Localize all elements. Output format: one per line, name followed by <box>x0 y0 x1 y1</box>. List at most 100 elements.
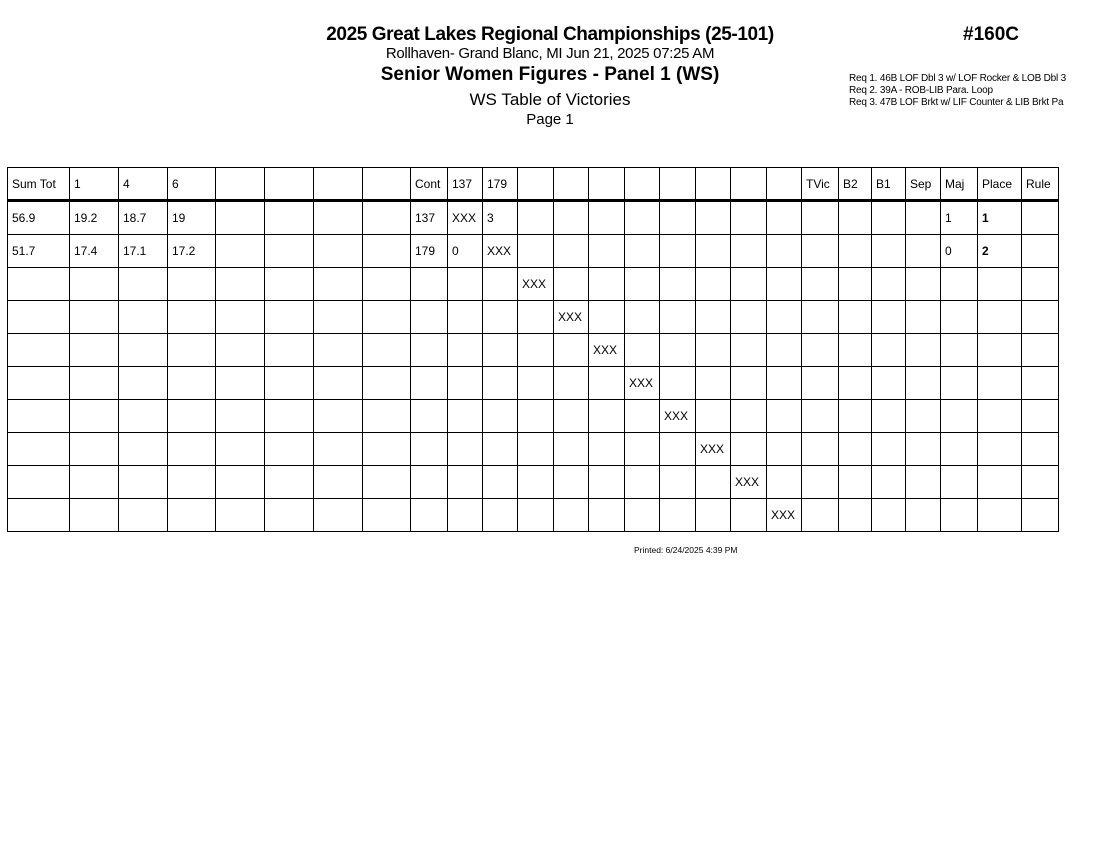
column-header: Rule <box>1021 167 1059 202</box>
table-row: XXX <box>7 465 1059 499</box>
table-cell <box>838 366 872 400</box>
table-cell <box>410 498 448 532</box>
table-cell <box>801 333 839 367</box>
table-cell <box>553 333 589 367</box>
table-cell <box>362 200 411 235</box>
table-cell: XXX <box>447 200 483 235</box>
table-cell <box>447 399 483 433</box>
table-cell: 0 <box>447 234 483 268</box>
table-cell <box>588 432 625 466</box>
table-cell: XXX <box>588 333 625 367</box>
table-cell <box>482 366 518 400</box>
column-header: 6 <box>167 167 216 202</box>
table-row: XXX <box>7 333 1059 367</box>
table-cell <box>624 399 660 433</box>
table-cell <box>1021 267 1059 301</box>
column-header <box>215 167 265 202</box>
table-cell <box>7 432 70 466</box>
table-cell <box>362 399 411 433</box>
table-cell <box>7 267 70 301</box>
table-cell <box>517 366 554 400</box>
column-header: B2 <box>838 167 872 202</box>
table-cell <box>730 267 767 301</box>
table-cell <box>977 300 1022 334</box>
table-cell <box>167 498 216 532</box>
table-cell <box>215 200 265 235</box>
column-header: Place <box>977 167 1022 202</box>
table-cell <box>69 432 119 466</box>
table-cell <box>940 498 978 532</box>
table-cell <box>905 267 941 301</box>
table-cell <box>517 399 554 433</box>
table-cell <box>940 267 978 301</box>
table-cell <box>766 399 802 433</box>
table-cell <box>1021 498 1059 532</box>
table-cell <box>801 498 839 532</box>
table-cell <box>313 465 363 499</box>
table-cell <box>624 267 660 301</box>
table-cell <box>517 200 554 235</box>
table-cell <box>695 234 731 268</box>
table-cell <box>553 432 589 466</box>
column-header <box>362 167 411 202</box>
requirement-1: Req 1. 46B LOF Dbl 3 w/ LOF Rocker & LOB… <box>849 73 1067 84</box>
table-cell: 3 <box>482 200 518 235</box>
table-cell <box>1021 300 1059 334</box>
table-cell <box>730 200 767 235</box>
table-cell <box>659 366 696 400</box>
table-cell <box>871 333 906 367</box>
table-cell <box>659 498 696 532</box>
table-cell <box>167 432 216 466</box>
table-row: XXX <box>7 399 1059 433</box>
table-cell <box>801 465 839 499</box>
column-header <box>553 167 589 202</box>
table-cell <box>118 333 168 367</box>
table-cell <box>624 200 660 235</box>
table-cell <box>695 200 731 235</box>
table-cell <box>624 432 660 466</box>
table-cell: 1 <box>977 200 1022 235</box>
table-cell <box>801 366 839 400</box>
table-cell <box>624 234 660 268</box>
table-cell <box>167 300 216 334</box>
table-cell <box>7 399 70 433</box>
table-cell <box>905 200 941 235</box>
table-cell <box>766 200 802 235</box>
table-cell <box>659 432 696 466</box>
table-cell <box>695 267 731 301</box>
table-cell <box>69 399 119 433</box>
table-cell <box>766 234 802 268</box>
table-cell <box>905 234 941 268</box>
table-cell <box>313 267 363 301</box>
table-cell <box>977 432 1022 466</box>
table-cell <box>264 366 314 400</box>
table-cell: XXX <box>553 300 589 334</box>
table-cell: 18.7 <box>118 200 168 235</box>
table-cell <box>167 399 216 433</box>
table-cell <box>871 234 906 268</box>
table-cell <box>766 432 802 466</box>
table-cell <box>264 465 314 499</box>
column-header <box>659 167 696 202</box>
table-cell <box>588 366 625 400</box>
column-header: B1 <box>871 167 906 202</box>
table-cell <box>940 399 978 433</box>
table-cell <box>905 300 941 334</box>
table-cell <box>977 498 1022 532</box>
table-cell: 17.4 <box>69 234 119 268</box>
table-cell <box>977 366 1022 400</box>
table-cell <box>313 498 363 532</box>
table-row: XXX <box>7 432 1059 466</box>
table-cell <box>1021 200 1059 235</box>
table-cell <box>730 234 767 268</box>
table-cell <box>215 498 265 532</box>
requirements-list: Req 1. 46B LOF Dbl 3 w/ LOF Rocker & LOB… <box>849 73 1066 109</box>
table-cell <box>730 399 767 433</box>
table-cell <box>215 234 265 268</box>
table-cell <box>1021 366 1059 400</box>
requirement-3: Req 3. 47B LOF Brkt w/ LIF Counter & LIB… <box>849 97 1064 108</box>
table-cell <box>69 267 119 301</box>
table-cell <box>871 300 906 334</box>
table-cell <box>482 465 518 499</box>
table-cell: XXX <box>766 498 802 532</box>
